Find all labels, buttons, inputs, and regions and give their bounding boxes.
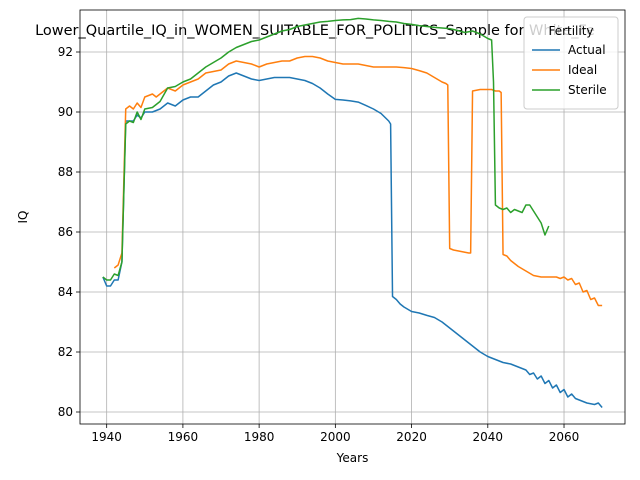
x-tick-label: 1940 [91, 430, 122, 444]
series-line-sterile [102, 17, 550, 281]
y-tick-label: 84 [58, 285, 73, 299]
y-axis-ticks: 80 82 84 86 88 90 92 [58, 45, 80, 419]
x-tick-label: 2020 [396, 430, 427, 444]
x-axis-ticks: 1940 1960 1980 2000 2020 2040 2060 [91, 424, 579, 444]
x-tick-label: 2000 [320, 430, 351, 444]
y-tick-label: 80 [58, 405, 73, 419]
y-tick-label: 86 [58, 225, 73, 239]
x-axis-title: Years [336, 451, 369, 465]
x-tick-label: 1980 [244, 430, 275, 444]
x-tick-label: 2060 [549, 430, 580, 444]
legend-label-sterile: Sterile [568, 83, 607, 97]
grid [80, 10, 625, 424]
y-axis-title: IQ [16, 211, 30, 224]
series-lines [102, 17, 603, 408]
x-tick-label: 1960 [168, 430, 199, 444]
y-tick-label: 92 [58, 45, 73, 59]
legend-box [523, 16, 619, 110]
series-line-ideal [113, 55, 603, 307]
chart-title: Lower_Quartile_IQ_in_WOMEN_SUITABLE_FOR_… [35, 23, 595, 39]
y-tick-label: 88 [58, 165, 73, 179]
series-line-actual [102, 72, 603, 408]
legend-label-ideal: Ideal [568, 63, 597, 77]
plot-frame [79, 9, 626, 425]
y-tick-label: 82 [58, 345, 73, 359]
legend-items: Actual Ideal Sterile [532, 43, 607, 97]
legend-title: Fertility [548, 24, 593, 38]
legend: Fertility Actual Ideal Sterile [523, 16, 619, 110]
y-tick-label: 90 [58, 105, 73, 119]
legend-label-actual: Actual [568, 43, 606, 57]
x-tick-label: 2040 [473, 430, 504, 444]
